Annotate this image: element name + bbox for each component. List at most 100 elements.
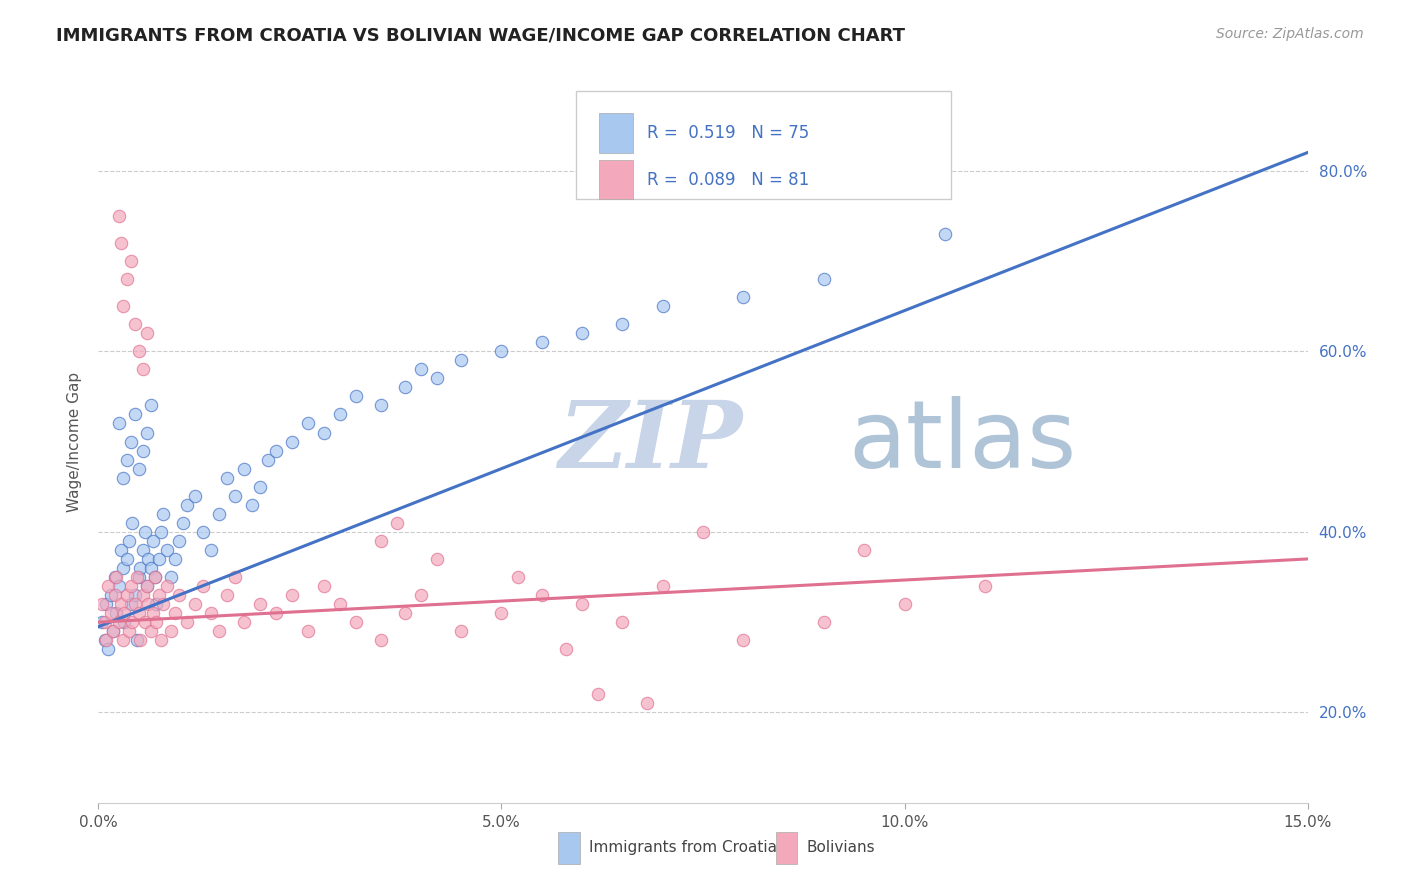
Point	[107, 615, 129, 630]
Point	[145, 597, 167, 611]
Point	[101, 624, 124, 639]
FancyBboxPatch shape	[558, 831, 579, 864]
Point	[96, 633, 118, 648]
Point	[135, 579, 157, 593]
FancyBboxPatch shape	[576, 91, 950, 200]
Point	[264, 443, 287, 458]
Point	[115, 452, 138, 467]
Point	[426, 552, 449, 566]
Point	[167, 588, 190, 602]
Point	[200, 606, 222, 620]
Point	[120, 253, 142, 268]
Point	[101, 624, 124, 639]
Point	[148, 588, 170, 602]
Point	[120, 597, 142, 611]
Point	[232, 615, 254, 630]
Point	[733, 290, 755, 304]
Text: Bolivians: Bolivians	[807, 840, 876, 855]
Point	[128, 606, 150, 620]
Point	[172, 516, 194, 530]
Text: R =  0.519   N = 75: R = 0.519 N = 75	[647, 124, 810, 142]
Point	[132, 588, 155, 602]
Point	[167, 533, 190, 548]
Point	[118, 624, 141, 639]
Point	[297, 417, 319, 431]
Point	[208, 507, 231, 521]
Point	[138, 552, 160, 566]
Point	[142, 533, 165, 548]
Y-axis label: Wage/Income Gap: Wage/Income Gap	[67, 371, 83, 512]
Point	[163, 552, 186, 566]
Point	[143, 570, 166, 584]
Point	[217, 588, 239, 602]
Point	[491, 344, 513, 359]
Point	[491, 606, 513, 620]
Point	[506, 570, 529, 584]
Point	[370, 533, 392, 548]
Point	[651, 579, 673, 593]
Point	[450, 624, 472, 639]
Point	[249, 480, 271, 494]
Point	[314, 579, 336, 593]
Point	[256, 452, 278, 467]
Point	[112, 606, 135, 620]
Point	[120, 579, 142, 593]
Text: ZIP: ZIP	[558, 397, 742, 486]
Point	[208, 624, 231, 639]
Point	[232, 461, 254, 475]
Point	[128, 461, 150, 475]
Point	[124, 408, 146, 422]
Point	[813, 272, 835, 286]
Point	[107, 417, 129, 431]
Point	[124, 597, 146, 611]
Point	[224, 489, 246, 503]
Point	[385, 516, 408, 530]
Point	[160, 570, 183, 584]
Point	[111, 470, 134, 484]
Point	[111, 633, 134, 648]
Point	[249, 597, 271, 611]
Point	[121, 516, 143, 530]
FancyBboxPatch shape	[776, 831, 797, 864]
Point	[813, 615, 835, 630]
Point	[121, 615, 143, 630]
Point	[193, 579, 215, 593]
Point	[127, 570, 149, 584]
Point	[124, 317, 146, 331]
Point	[110, 542, 132, 557]
Point	[853, 542, 876, 557]
Point	[893, 597, 915, 611]
Point	[103, 588, 125, 602]
Point	[281, 434, 304, 449]
Point	[127, 633, 149, 648]
Point	[426, 371, 449, 385]
Point	[100, 606, 122, 620]
Text: R =  0.089   N = 81: R = 0.089 N = 81	[647, 170, 810, 188]
Point	[91, 615, 114, 630]
Point	[152, 597, 174, 611]
Point	[224, 570, 246, 584]
Point	[150, 524, 173, 539]
Point	[111, 299, 134, 313]
Point	[612, 317, 634, 331]
Point	[571, 597, 593, 611]
Point	[139, 624, 162, 639]
Point	[120, 434, 142, 449]
Point	[530, 335, 553, 350]
Point	[105, 606, 128, 620]
Point	[94, 615, 117, 630]
Point	[134, 615, 156, 630]
Point	[132, 542, 155, 557]
Point	[112, 615, 135, 630]
Point	[118, 533, 141, 548]
Point	[636, 697, 658, 711]
Point	[135, 425, 157, 440]
Point	[264, 606, 287, 620]
Point	[103, 570, 125, 584]
Point	[394, 606, 416, 620]
Point	[143, 570, 166, 584]
Text: IMMIGRANTS FROM CROATIA VS BOLIVIAN WAGE/INCOME GAP CORRELATION CHART: IMMIGRANTS FROM CROATIA VS BOLIVIAN WAGE…	[56, 27, 905, 45]
Point	[934, 227, 956, 241]
Point	[96, 597, 118, 611]
Point	[132, 362, 155, 376]
